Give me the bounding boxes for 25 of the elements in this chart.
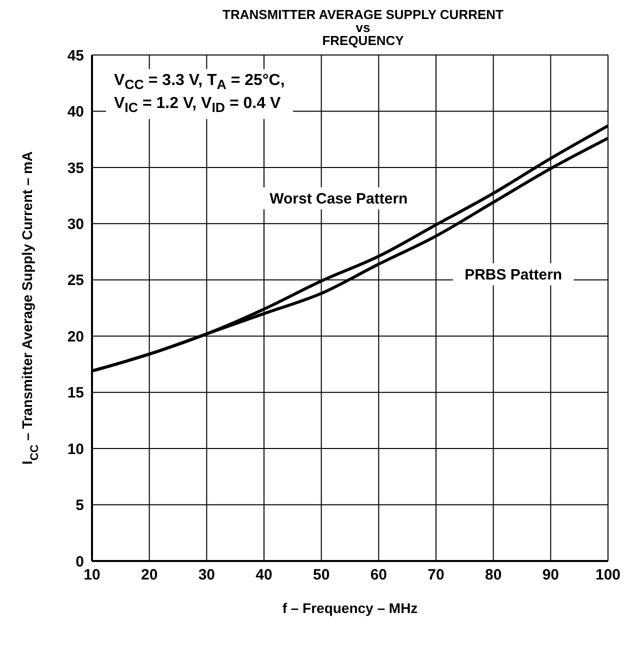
y-tick-label: 0 (76, 553, 84, 570)
x-tick-label: 80 (484, 566, 502, 584)
y-tick-label: 5 (76, 497, 84, 514)
y-tick-label: 10 (67, 440, 84, 458)
y-tick-label: 30 (67, 216, 84, 233)
series-label: Worst Case Pattern (270, 190, 408, 208)
text: PRBS Pattern (464, 266, 562, 284)
y-tick-label: 45 (67, 47, 84, 64)
chart-title: TRANSMITTER AVERAGE SUPPLY CURRENT vs FREQUENCY (222, 7, 504, 48)
x-tick-label: 70 (428, 566, 444, 584)
x-tick-label: 60 (370, 566, 388, 584)
x-tick-label: 50 (312, 566, 330, 584)
x-tick-label: 90 (542, 566, 560, 584)
y-tick-label: 35 (67, 160, 84, 177)
x-tick-label: 40 (256, 566, 272, 584)
x-tick-label: 20 (140, 566, 158, 584)
annotation: V$_{CC}$ = 3.3 V, T$_{A}$ = 25°C, (114, 71, 285, 94)
annotation: V$_{IC}$ = 1.2 V, V$_{ID}$ = 0.4 V (114, 94, 282, 118)
x-tick-label: 100 (595, 566, 621, 584)
x-tick-label: 30 (198, 566, 216, 584)
y-tick-label: 15 (67, 384, 84, 402)
y-tick-label: 25 (67, 272, 84, 290)
y-tick-label: 40 (67, 104, 84, 121)
y-tick-label: 20 (67, 328, 84, 346)
x-axis-title: f – Frequency – MHz (282, 600, 418, 616)
